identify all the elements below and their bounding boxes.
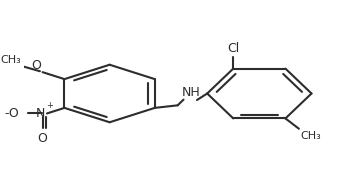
Text: O: O [31,59,41,72]
Text: +: + [46,102,53,111]
Text: NH: NH [182,86,200,99]
Text: Cl: Cl [227,42,239,55]
Text: -O: -O [4,107,19,119]
Text: O: O [38,132,48,145]
Text: N: N [36,107,45,120]
Text: CH₃: CH₃ [0,55,21,65]
Text: CH₃: CH₃ [300,131,321,141]
